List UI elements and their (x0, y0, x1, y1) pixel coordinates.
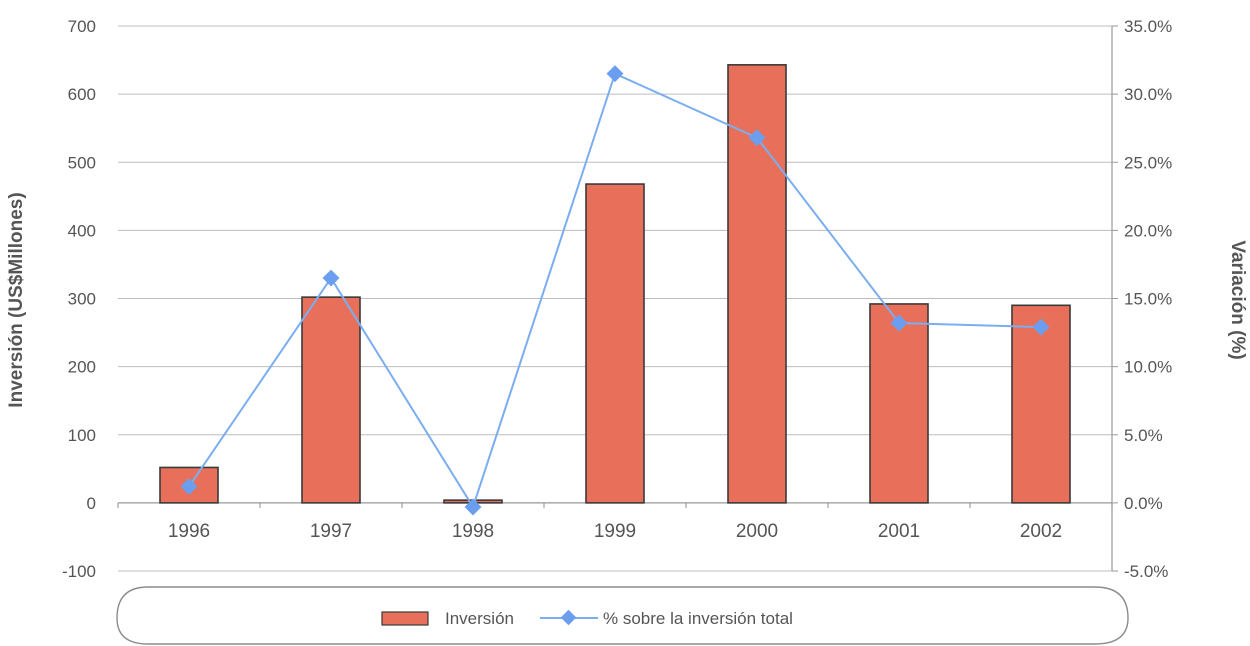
x-tick-label: 1998 (452, 521, 494, 542)
y-tick-label: 0 (87, 494, 96, 513)
y2-tick-label: 25.0% (1124, 153, 1172, 172)
category-axis-labels: 1996 1997 1998 1999 2000 2001 2002 (168, 521, 1062, 542)
y-tick-label: 400 (68, 221, 96, 240)
y2-tick-label: 20.0% (1124, 221, 1172, 240)
bar (1011, 304, 1071, 504)
y-tick-label: 600 (68, 85, 96, 104)
point-marker (606, 65, 624, 83)
point-marker (464, 498, 482, 516)
x-tick-label: 2000 (736, 521, 778, 542)
y2-tick-label: 15.0% (1124, 290, 1172, 309)
left-axis-title: Inversión (US$Millones) (6, 192, 27, 407)
y-tick-label: 200 (68, 358, 96, 377)
point-marker (322, 269, 340, 287)
x-tick-label: 2002 (1020, 521, 1062, 542)
legend-frame (116, 586, 1129, 645)
y-tick-label: 500 (68, 153, 96, 172)
y-tick-label: 300 (68, 290, 96, 309)
right-axis-ticks: 35.0% 30.0% 25.0% 20.0% 15.0% 10.0% 5.0% 0.0% -5… (1112, 17, 1172, 581)
bar (585, 183, 645, 504)
bar (869, 303, 929, 504)
legend-marker-diamond (560, 609, 577, 626)
legend-label-porcentaje: % sobre la inversión total (603, 609, 793, 628)
y-tick-label: 100 (68, 426, 96, 445)
y-tick-label: -100 (62, 562, 96, 581)
left-axis-ticks: 700 600 500 400 300 200 100 0 -100 (62, 17, 96, 581)
x-tick-label: 1996 (168, 521, 210, 542)
x-tick-label: 1997 (310, 521, 352, 542)
x-tick-label: 2001 (878, 521, 920, 542)
point-marker (890, 314, 908, 332)
bar-series-inversion (159, 64, 1071, 504)
right-axis-title: Variación (%) (1227, 240, 1248, 359)
y-tick-label: 700 (68, 17, 96, 36)
legend-swatch-inversion (381, 611, 429, 626)
point-marker (180, 478, 198, 496)
bar (301, 296, 361, 504)
point-marker (748, 129, 766, 147)
y2-tick-label: 5.0% (1124, 426, 1163, 445)
y2-tick-label: 10.0% (1124, 358, 1172, 377)
legend: Inversión % sobre la inversión total (116, 586, 1129, 645)
y2-tick-label: 30.0% (1124, 85, 1172, 104)
y2-tick-label: 35.0% (1124, 17, 1172, 36)
y2-tick-label: -5.0% (1124, 562, 1168, 581)
y2-tick-label: 0.0% (1124, 494, 1163, 513)
legend-label-inversion: Inversión (445, 609, 514, 628)
x-tick-label: 1999 (594, 521, 636, 542)
